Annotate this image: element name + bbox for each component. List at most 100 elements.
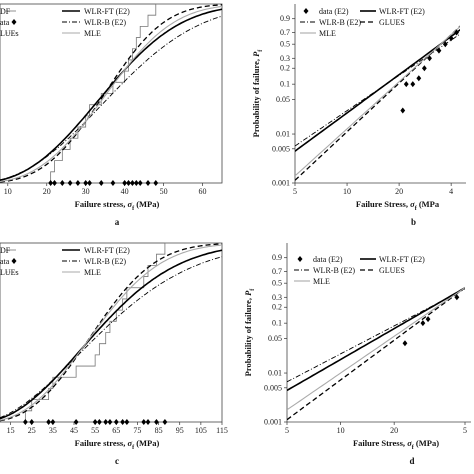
x-tick-label: 4 [449,187,453,196]
series-line-glues [295,25,460,181]
legend-label: WLR-B (E2) [319,18,361,27]
series-line-mle [287,286,465,411]
x-axis-title: Failure Stress, σf (MPa) [353,438,439,451]
data-point [454,294,460,301]
data-point [400,107,406,114]
data-point [75,180,81,186]
cdf-panel-c: 15 25 35 45 55 65 75 85 95 105 115 DF WLR-FT (E2) ata… [0,242,228,466]
x-tick-label: 85 [155,426,163,435]
data-point [110,180,116,186]
x-tick-label: 115 [216,426,228,435]
x-tick-label: 75 [133,426,141,435]
data-point [96,419,102,425]
panel-label: b [411,217,416,227]
data-point [416,75,422,82]
legend-label: LUEs [0,29,19,38]
data-point [130,180,135,186]
data-point [83,180,89,186]
legend-label: WLR-B (E2) [313,266,355,275]
y-tick-label: 0.5 [280,40,290,49]
x-tick-label: 35 [49,426,57,435]
data-point [420,320,426,327]
data-point [113,419,119,425]
weibull-panel-b: 0.001 0.005 0.01 0.05 0.1 0.20.3 0.5 0.7 0.9 5 10 2… [251,4,466,227]
legend-label: WLR-FT (E2) [84,7,130,16]
series-line-mle [0,5,223,183]
data-point [153,180,159,186]
x-tick-label: 20 [395,187,403,196]
y-tick-label: 0.005 [264,383,282,392]
legend-label: ata [0,18,10,27]
legend-marker [11,19,17,25]
data-point [427,55,432,62]
data-point [107,419,113,425]
data-point [92,419,98,425]
y-tick-label: 0.05 [268,334,282,343]
legend-label: WLR-FT (E2) [84,246,130,255]
y-tick-label: 0.05 [276,95,290,104]
x-tick-label: 20 [43,187,51,196]
legend-label: WLR-FT (E2) [379,7,425,16]
legend-label: data (E2) [319,7,349,16]
y-tick-label: 0.001 [272,179,290,188]
x-tick-label: 45 [70,426,78,435]
x-tick-label: 20 [390,426,398,435]
data-point [421,65,427,72]
x-tick-label: 5 [293,187,297,196]
data-point [50,419,56,425]
data-point [145,419,151,425]
series-line-mle [295,25,460,177]
series-line-glues [0,4,223,183]
legend-label: DF [0,246,11,255]
data-point [73,419,79,425]
x-tick-label: 50 [160,187,168,196]
y-tick-label: 0.01 [268,369,282,378]
legend-label: WLR-B (E2) [84,18,126,27]
data-point [120,419,126,425]
data-point [122,180,128,186]
legend-label: LUEs [0,268,19,277]
y-tick-label: 0.3 [280,54,290,63]
series-line-wlr-b-e2- [0,15,223,181]
y-tick-label: 0.1 [272,319,282,328]
y-axis-title: Probability of failure, Pf [251,49,264,138]
data-point [46,419,52,425]
data-point [133,180,139,186]
y-tick-label: 0.01 [276,130,290,139]
y-tick-label: 0.3 [272,293,282,302]
data-point [124,419,130,425]
legend-label: ata [0,257,10,266]
x-tick-label: 30 [82,187,90,196]
series-line-wlr-b-e2- [287,288,465,383]
x-tick-label: 55 [91,426,99,435]
y-axis-title: Probability of failure, Pf [243,288,256,377]
series-line-wlr-ft-e2- [0,249,223,420]
data-point [52,180,57,186]
data-point [87,180,92,186]
data-point [98,180,104,186]
legend-label: data (E2) [313,255,343,264]
panel-label: a [115,217,120,227]
data-point [141,419,147,425]
legend-label: MLE [319,29,336,38]
legend-label: WLR-FT (E2) [379,255,425,264]
y-tick-label: 0.5 [272,279,282,288]
x-axis-title: Failure stress, σf (MPa) [75,199,160,212]
series-line-glues [287,286,465,421]
legend-label: MLE [313,277,330,286]
y-tick-label: 0.2 [280,64,290,73]
x-tick-label: 5 [285,426,289,435]
x-tick-label: 65 [112,426,120,435]
y-tick-label: 0.9 [272,253,282,262]
data-point [59,180,65,186]
data-point [442,41,448,48]
legend-marker [11,258,17,264]
data-point [48,180,54,186]
y-tick-label: 0.7 [280,28,290,37]
x-tick-label: 25 [28,426,36,435]
data-point [29,419,35,425]
data-point [126,180,131,186]
legend-label: MLE [84,268,101,277]
panel-label: d [409,456,414,466]
series-line-glues [0,243,223,422]
